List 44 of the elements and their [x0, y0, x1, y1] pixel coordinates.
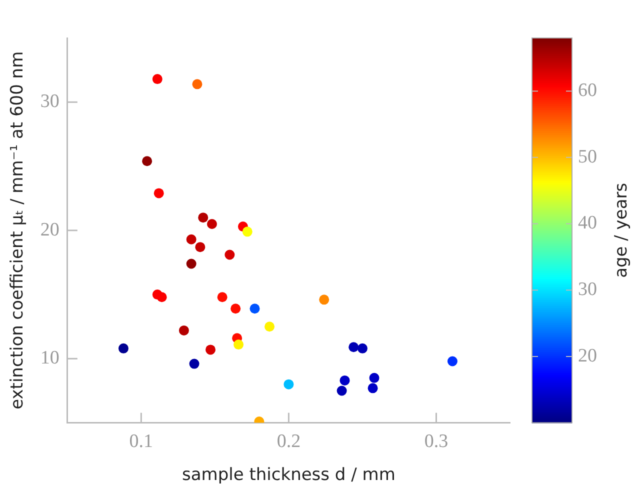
point	[195, 242, 206, 252]
point	[447, 356, 458, 366]
point	[264, 322, 275, 332]
point	[224, 250, 235, 260]
color-bar-title: age / years	[611, 182, 632, 278]
point	[118, 343, 128, 354]
y-tick-label: 20	[40, 219, 60, 240]
point	[192, 79, 202, 90]
point	[152, 74, 162, 84]
x-axis-title: sample thickness d / mm	[182, 465, 396, 486]
point	[156, 292, 167, 302]
x-tick-label: 0.2	[276, 431, 301, 452]
color-bar-label: 60	[578, 80, 597, 102]
color-bar-label: 40	[578, 212, 597, 234]
point	[186, 258, 196, 269]
color-bar-label: 20	[578, 345, 597, 366]
color-bar-label: 30	[578, 279, 597, 300]
point	[230, 304, 241, 314]
point	[217, 292, 228, 302]
point	[198, 212, 208, 223]
y-tick-label: 30	[40, 91, 60, 112]
point	[178, 325, 189, 336]
color-bar-label: 50	[578, 146, 597, 168]
y-tick-label: 10	[40, 348, 60, 369]
point	[206, 218, 217, 229]
point	[357, 343, 368, 354]
point	[234, 340, 244, 350]
point	[154, 188, 164, 198]
point	[348, 342, 359, 352]
point	[206, 344, 216, 355]
point	[284, 379, 294, 390]
y-axis-title: extinction coefficient μₜ / mm⁻¹ at 600 nm	[8, 51, 28, 410]
point	[186, 234, 196, 244]
x-tick-label: 0.1	[129, 431, 154, 452]
point	[189, 358, 200, 369]
point	[242, 226, 252, 237]
point	[368, 383, 378, 394]
point	[250, 304, 260, 314]
point	[340, 375, 350, 386]
point	[336, 386, 347, 396]
point	[319, 294, 330, 305]
x-tick-label: 0.3	[424, 431, 448, 452]
point	[142, 156, 152, 166]
point	[369, 372, 380, 383]
